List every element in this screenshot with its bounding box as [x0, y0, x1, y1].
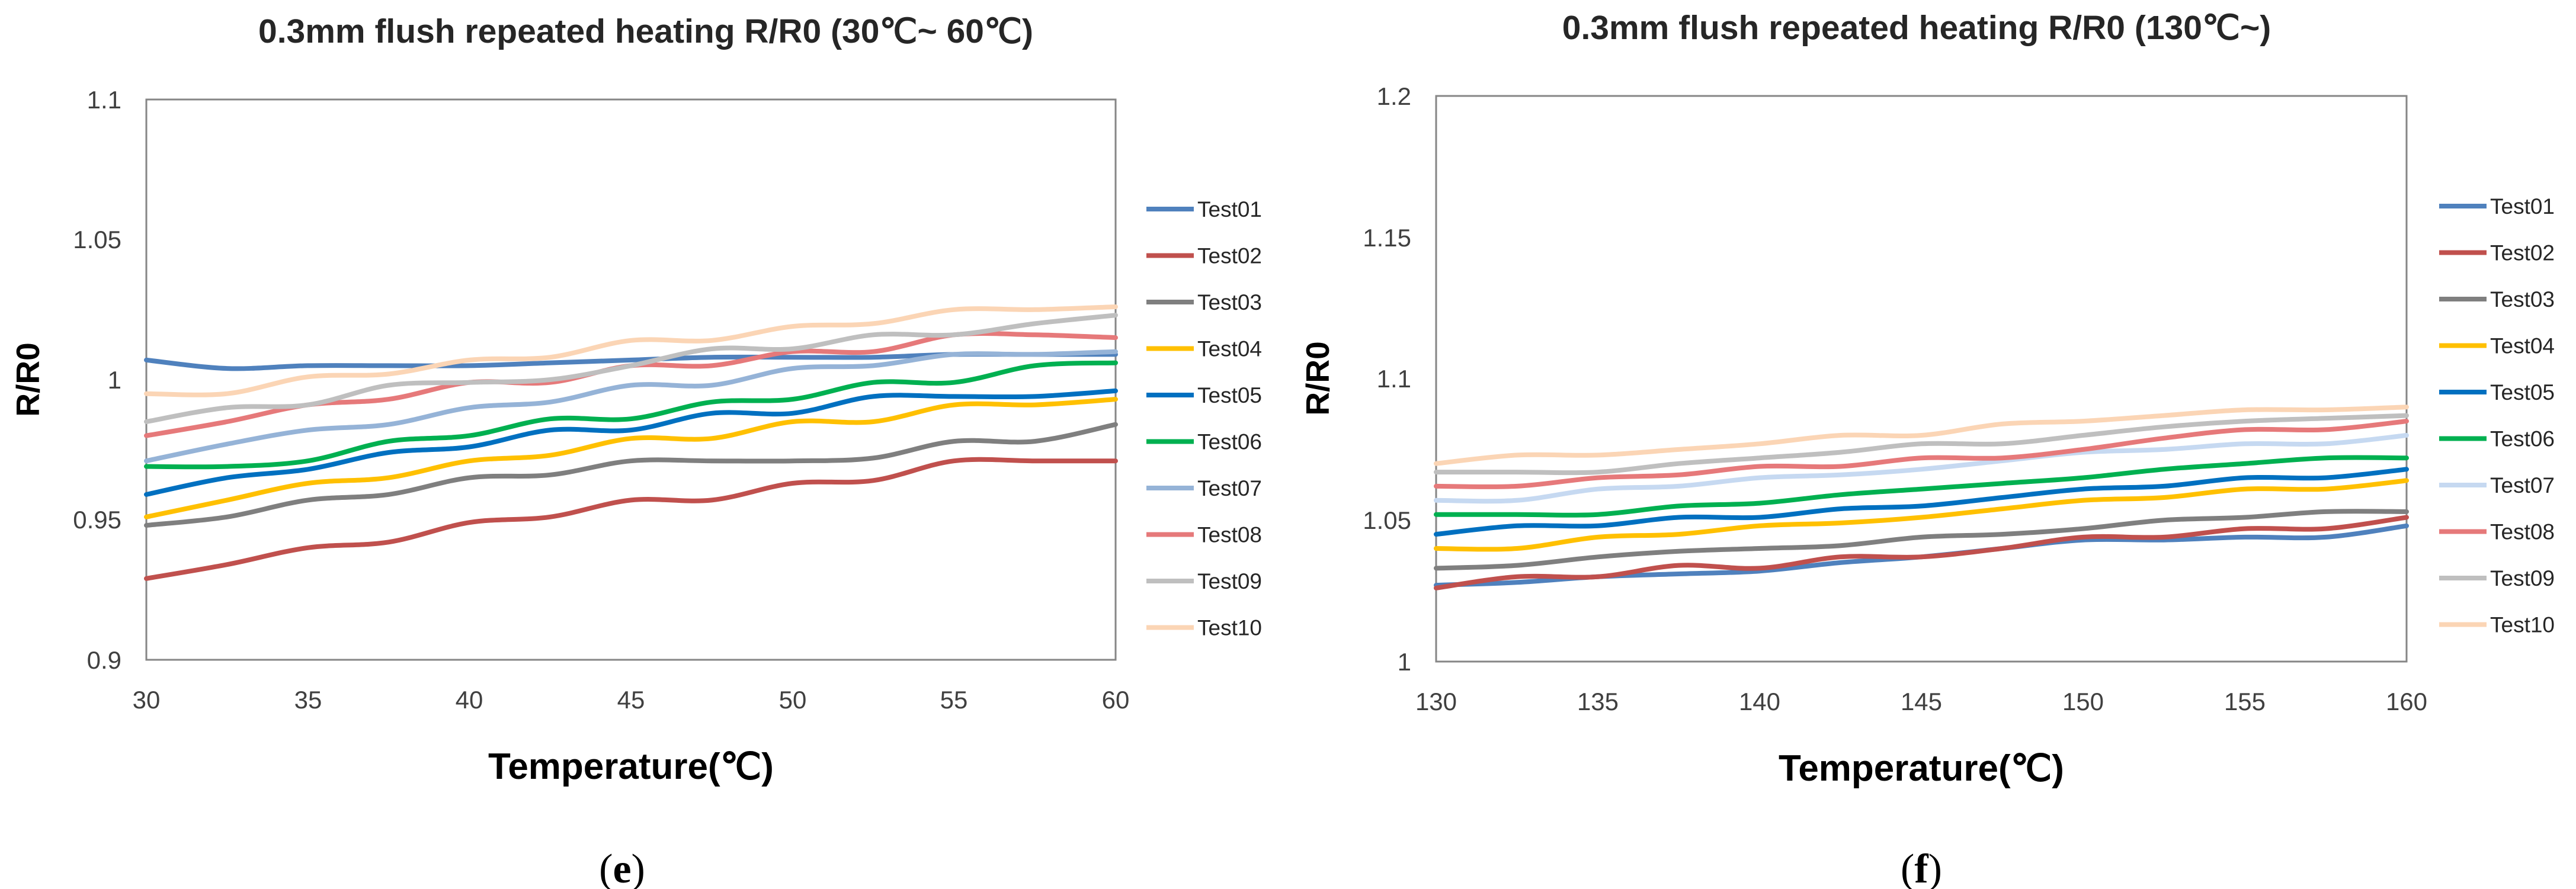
chart-f-series-line-test05 — [1434, 467, 2409, 537]
chart-f-x-tick: 130 — [1415, 688, 1457, 715]
chart-f-title: 0.3mm flush repeated heating R/R0 (130℃~… — [1562, 9, 2271, 47]
chart-e-title: 0.3mm flush repeated heating R/R0 (30℃~ … — [258, 12, 1033, 50]
chart-e-y-axis-label: R/R0 — [9, 342, 46, 416]
chart-f-x-tick: 145 — [1901, 688, 1942, 715]
chart-e-series-line-test02 — [144, 457, 1118, 581]
chart-e-y-tick-labels: 0.9 0.95 1 1.05 1.1 — [73, 86, 121, 674]
chart-f-x-tick-labels: 130 135 140 145 150 155 160 — [1415, 688, 2427, 715]
chart-e-y-tick: 1.05 — [73, 226, 121, 253]
chart-f-series-line-test07 — [1434, 433, 2409, 504]
chart-f-legend-label: Test02 — [2490, 241, 2555, 265]
chart-e-x-tick-labels: 30 35 40 45 50 55 60 — [133, 686, 1130, 714]
chart-e-legend-label: Test02 — [1197, 244, 1262, 268]
chart-f-legend-label: Test10 — [2490, 613, 2555, 637]
chart-f-plot-area — [1435, 95, 2408, 663]
chart-e-y-tick: 0.9 — [87, 646, 121, 674]
chart-f-x-tick: 135 — [1577, 688, 1619, 715]
chart-f-series-group — [1434, 405, 2409, 590]
chart-f-x-tick: 140 — [1739, 688, 1780, 715]
chart-f-series-line-test10 — [1434, 405, 2409, 466]
chart-e-legend-label: Test09 — [1197, 569, 1262, 593]
chart-f-series-line-test09 — [1434, 413, 2409, 476]
chart-f-x-axis-label: Temperature(℃) — [1779, 748, 2064, 789]
chart-f-legend-label: Test08 — [2490, 520, 2555, 544]
chart-e-series-line-test05 — [144, 388, 1118, 497]
chart-f-legend-label: Test01 — [2490, 194, 2555, 219]
chart-f-y-tick-labels: 1 1.05 1.1 1.15 1.2 — [1363, 82, 1411, 676]
chart-f-legend-label: Test06 — [2490, 427, 2555, 451]
chart-f-series-line-test03 — [1434, 509, 2409, 571]
chart-e-caption: (e) — [599, 846, 645, 889]
chart-e-legend: Test01 Test02 Test03 Test04 Test05 Test06 Test… — [1146, 197, 1262, 640]
chart-e-plot-area — [145, 98, 1117, 661]
chart-e-legend-label: Test04 — [1197, 337, 1262, 361]
chart-e-series-group — [144, 304, 1118, 581]
chart-f-y-tick: 1.2 — [1377, 82, 1411, 110]
chart-f-legend-label: Test09 — [2490, 566, 2555, 590]
chart-e-x-tick: 60 — [1102, 686, 1130, 714]
chart-e-legend-label: Test08 — [1197, 523, 1262, 547]
chart-f-legend-label: Test04 — [2490, 334, 2555, 358]
chart-f-y-axis-label: R/R0 — [1299, 341, 1336, 415]
chart-f-legend-label: Test07 — [2490, 473, 2555, 498]
chart-f-x-tick: 155 — [2224, 688, 2266, 715]
chart-e-legend-label: Test07 — [1197, 476, 1262, 500]
chart-f-y-tick: 1.1 — [1377, 365, 1411, 393]
chart-e-series-line-test09 — [144, 313, 1118, 424]
chart-e-series-line-test10 — [144, 304, 1118, 397]
chart-f-y-tick: 1 — [1398, 648, 1411, 676]
chart-f-series-line-test04 — [1434, 478, 2409, 552]
chart-e-series-line-test06 — [144, 360, 1118, 470]
chart-f-legend: Test01 Test02 Test03 Test04 Test05 Test06 Test… — [2439, 194, 2555, 637]
chart-f-series-line-test06 — [1434, 455, 2409, 518]
chart-e: 0.3mm flush repeated heating R/R0 (30℃~ … — [9, 12, 1262, 889]
chart-e-x-tick: 55 — [940, 686, 968, 714]
chart-f-y-tick: 1.05 — [1363, 506, 1411, 534]
chart-f-legend-label: Test05 — [2490, 380, 2555, 405]
chart-e-x-tick: 50 — [779, 686, 807, 714]
chart-f-series-line-test08 — [1434, 419, 2409, 489]
chart-e-y-tick: 1 — [108, 366, 121, 394]
chart-f-series-line-test02 — [1434, 515, 2409, 590]
chart-e-x-tick: 40 — [456, 686, 483, 714]
chart-e-y-tick: 1.1 — [87, 86, 121, 114]
chart-e-legend-label: Test06 — [1197, 430, 1262, 454]
chart-e-series-line-test04 — [144, 397, 1118, 519]
chart-f: 0.3mm flush repeated heating R/R0 (130℃~… — [1299, 9, 2555, 889]
chart-e-legend-label: Test10 — [1197, 616, 1262, 640]
chart-f-legend-label: Test03 — [2490, 287, 2555, 312]
chart-e-legend-label: Test01 — [1197, 197, 1262, 222]
chart-e-y-tick: 0.95 — [73, 506, 121, 534]
chart-f-caption: (f) — [1901, 846, 1942, 889]
chart-e-x-tick: 30 — [133, 686, 161, 714]
chart-e-series-line-test07 — [144, 349, 1118, 464]
chart-e-series-line-test03 — [144, 422, 1118, 528]
chart-e-x-tick: 45 — [617, 686, 645, 714]
chart-f-y-tick: 1.15 — [1363, 224, 1411, 252]
chart-e-legend-label: Test05 — [1197, 383, 1262, 407]
chart-e-x-tick: 35 — [294, 686, 322, 714]
chart-f-x-tick: 160 — [2386, 688, 2427, 715]
chart-e-x-axis-label: Temperature(℃) — [488, 746, 774, 787]
chart-e-legend-label: Test03 — [1197, 290, 1262, 314]
chart-f-x-tick: 150 — [2062, 688, 2104, 715]
